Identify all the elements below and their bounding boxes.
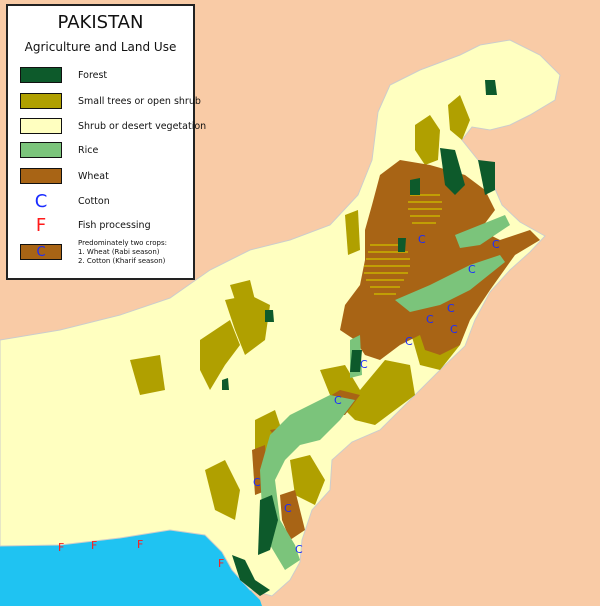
legend-item-rice: Rice [20, 141, 98, 159]
fish-marker: F [91, 539, 97, 552]
legend-item-forest: Forest [20, 66, 107, 84]
legend-item-shrub: Small trees or open shrub [20, 92, 201, 110]
rice-swatch [20, 142, 62, 158]
legend-item-fish: F Fish processing [20, 214, 151, 236]
fish-marker: F [58, 541, 64, 554]
wheat-stripe-overlay [364, 194, 442, 295]
map-title: PAKISTAN [57, 12, 144, 33]
legend-label: Shrub or desert vegetation [78, 120, 207, 132]
cotton-symbol: C [34, 190, 48, 212]
fish-markers: F F F F [58, 538, 224, 570]
legend-label: Cotton [78, 195, 110, 207]
cotton-marker: C [426, 313, 434, 326]
cotton-marker: C [492, 238, 500, 251]
legend-label: Forest [78, 69, 108, 81]
cotton-marker: C [284, 502, 292, 515]
cotton-marker: C [295, 543, 303, 556]
wheat-swatch [20, 168, 62, 184]
fish-marker: F [137, 538, 143, 551]
legend-label: Fish processing [78, 219, 151, 231]
cotton-marker: C [405, 335, 413, 348]
cotton-marker: C [450, 323, 458, 336]
cotton-marker: C [447, 302, 455, 315]
legend-item-wheat: Wheat [20, 167, 109, 185]
fish-symbol: F [35, 214, 47, 236]
legend-label: Wheat [78, 170, 109, 182]
two-crops-swatch: C [20, 244, 62, 260]
shrub-swatch [20, 93, 62, 109]
forest-swatch [20, 67, 62, 83]
cotton-marker: C [360, 358, 368, 371]
cotton-marker: C [334, 394, 342, 407]
desert-swatch [20, 118, 62, 134]
cotton-marker: C [418, 233, 426, 246]
cotton-markers: C C C C C C C C C C C C [253, 233, 500, 556]
forest-regions [222, 80, 497, 596]
cotton-marker: C [253, 476, 261, 489]
legend-label: 1. Wheat (Rabi season) [78, 247, 160, 256]
legend: PAKISTAN Agriculture and Land Use Forest… [6, 4, 206, 280]
legend-label: Small trees or open shrub [78, 95, 201, 107]
legend-item-desert: Shrub or desert vegetation [20, 117, 206, 135]
legend-label: 2. Cotton (Kharif season) [78, 256, 166, 265]
legend-item-cotton: C Cotton [20, 190, 110, 212]
map-subtitle: Agriculture and Land Use [24, 40, 177, 54]
legend-label: Rice [78, 144, 99, 156]
shrub-regions [130, 95, 470, 520]
fish-marker: F [218, 557, 224, 570]
legend-item-two-crops: C Predominately two crops: 1. Wheat (Rab… [20, 238, 167, 266]
cotton-marker: C [468, 263, 476, 276]
two-crops-label: Predominately two crops: 1. Wheat (Rabi … [78, 239, 167, 266]
sea [0, 530, 262, 606]
legend-label: Predominately two crops: [78, 238, 167, 247]
